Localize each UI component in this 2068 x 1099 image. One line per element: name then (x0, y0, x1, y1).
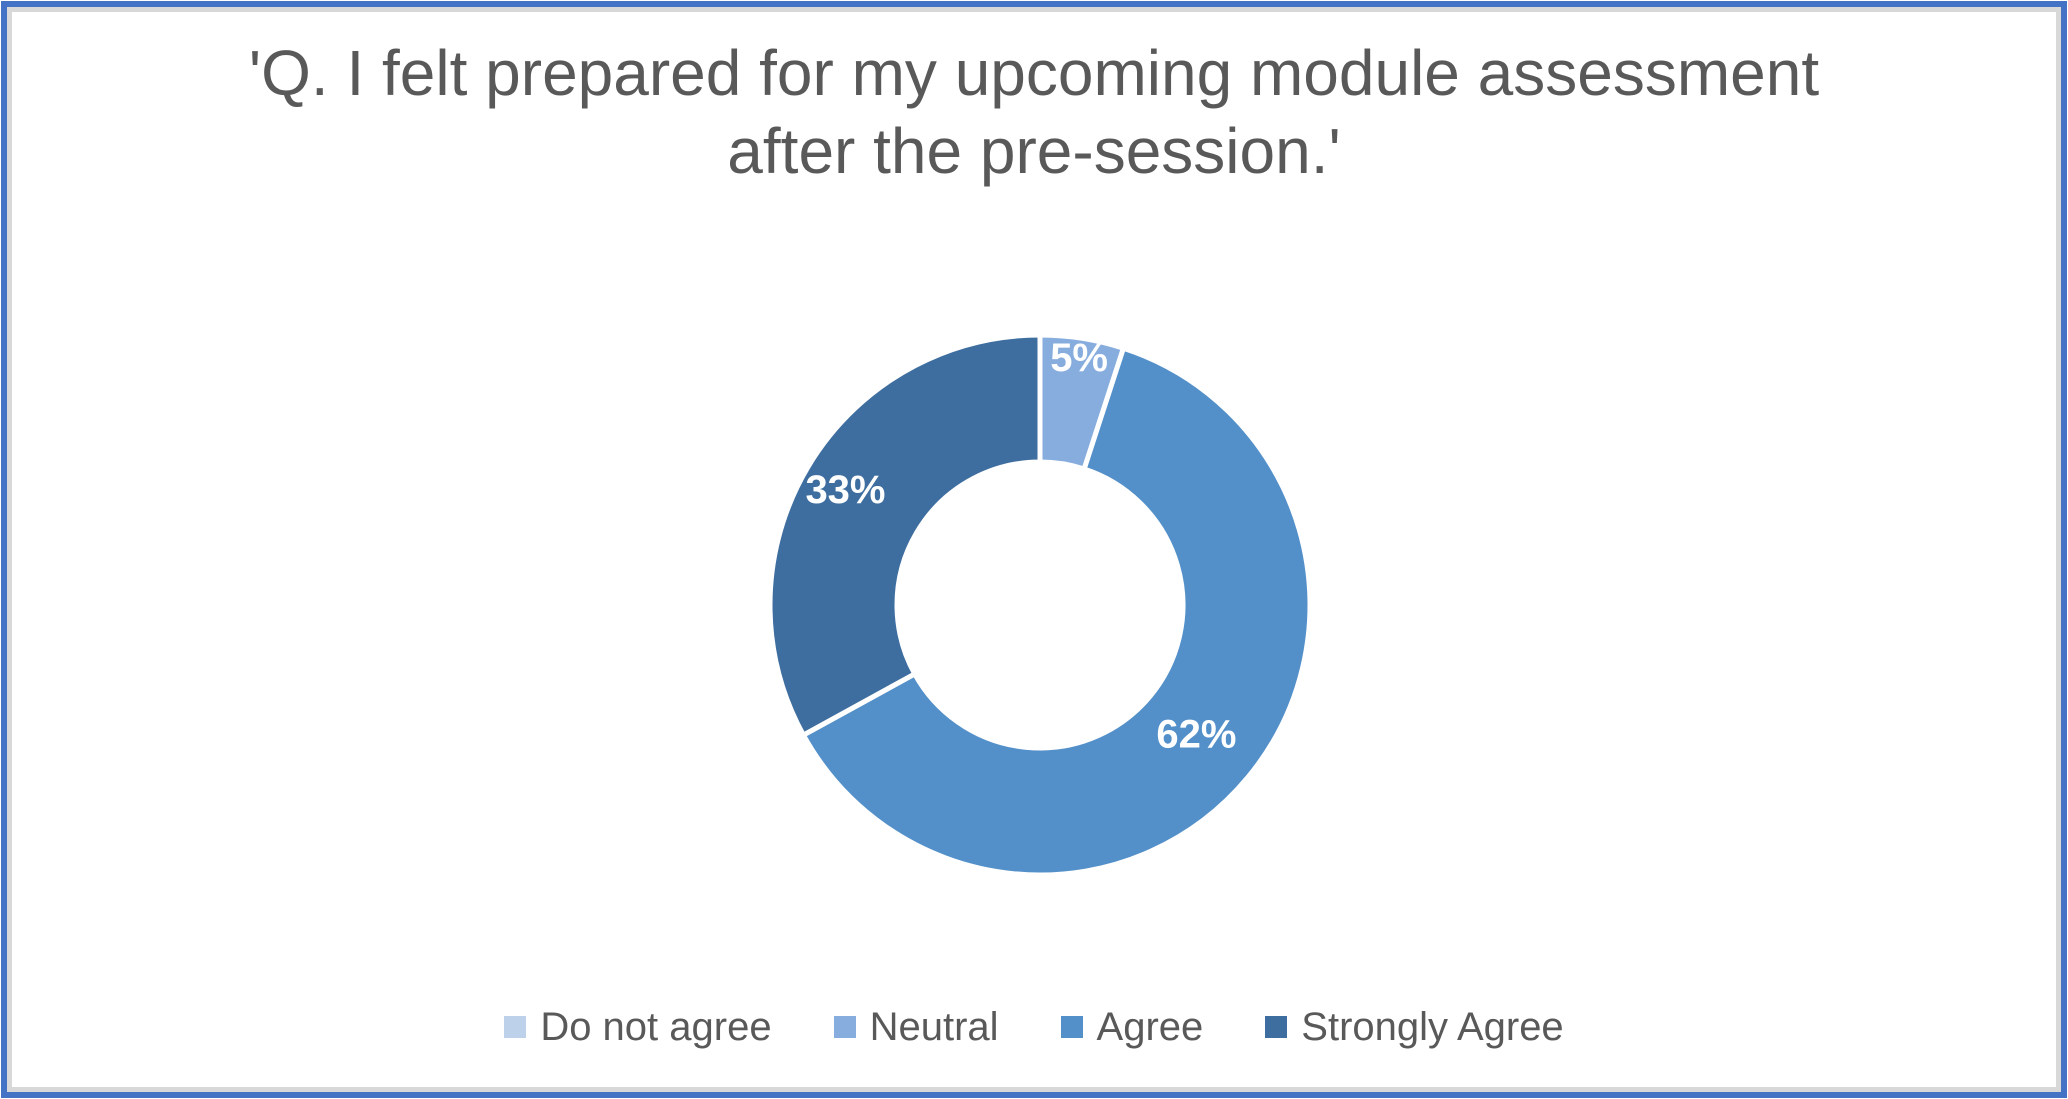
legend-swatch-icon (1060, 1016, 1083, 1038)
chart-legend: Do not agree Neutral Agree Strongly Agre… (0, 1007, 2068, 1047)
legend-label: Neutral (869, 1005, 999, 1049)
legend-item-do-not-agree[interactable]: Do not agree (504, 1005, 772, 1049)
data-label-neutral: 5% (1050, 336, 1108, 380)
donut-slice-agree[interactable] (800, 345, 1313, 878)
legend-swatch-icon (504, 1016, 527, 1038)
legend-swatch-icon (833, 1016, 856, 1038)
legend-label: Do not agree (540, 1005, 772, 1049)
chart-title-line-2: after the pre-session.' (727, 115, 1341, 187)
legend-item-strongly-agree[interactable]: Strongly Agree (1265, 1005, 1564, 1049)
legend-label: Agree (1096, 1005, 1204, 1049)
legend-item-agree[interactable]: Agree (1060, 1005, 1204, 1049)
doughnut-chart[interactable]: 5% 62% 33% (760, 325, 1320, 885)
donut-slice-strongly-agree[interactable] (767, 332, 1043, 738)
data-label-strongly-agree: 33% (805, 468, 885, 512)
doughnut-plot[interactable]: 5% 62% 33% (760, 325, 1320, 885)
legend-swatch-icon (1265, 1016, 1288, 1038)
data-label-agree: 62% (1156, 712, 1236, 756)
legend-item-neutral[interactable]: Neutral (833, 1005, 999, 1049)
chart-title: 'Q. I felt prepared for my upcoming modu… (0, 34, 2068, 190)
legend-label: Strongly Agree (1301, 1005, 1564, 1049)
chart-title-line-1: 'Q. I felt prepared for my upcoming modu… (248, 37, 1820, 109)
